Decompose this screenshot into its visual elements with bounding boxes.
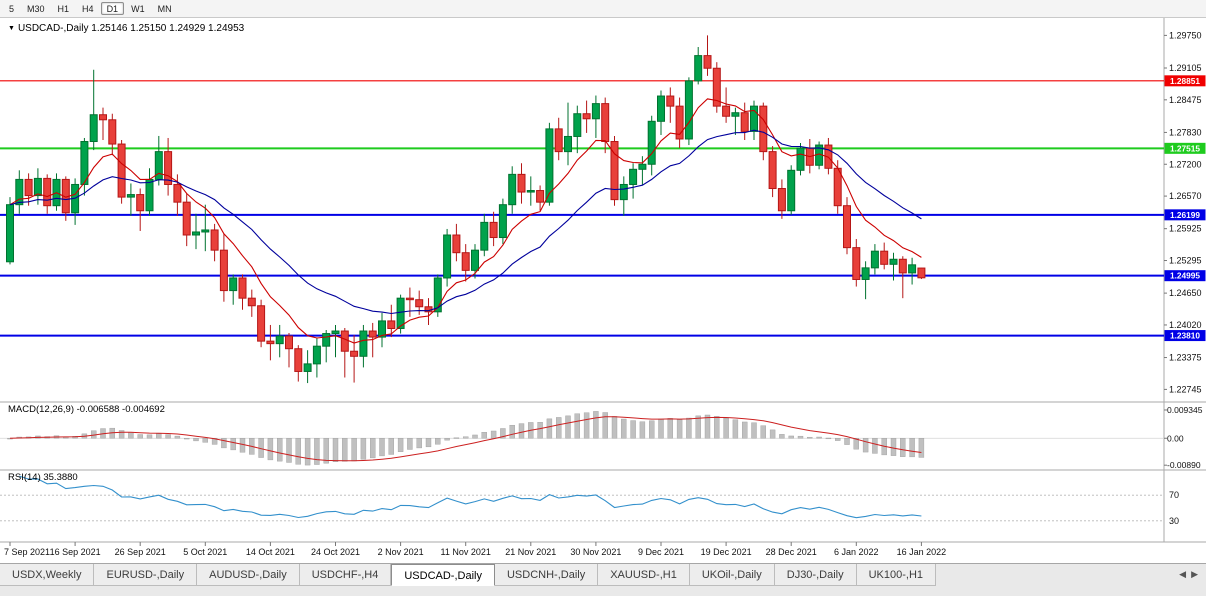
time-axis-labels: 7 Sep 2021 16 Sep 2021 26 Sep 2021 5 Oct 20… [4,542,946,557]
tab-ukoil-daily[interactable]: UKOil-,Daily [689,564,775,586]
timeframe-button-w1[interactable]: W1 [131,4,145,14]
tab-audusd-daily[interactable]: AUDUSD-,Daily [197,564,300,586]
svg-text:0.00: 0.00 [1167,433,1184,443]
price-level-line: 1.28851 [0,75,1206,87]
ma-line-fast [9,98,922,344]
rsi-line [19,475,922,519]
svg-text:11 Nov 2021: 11 Nov 2021 [441,547,491,557]
svg-text:5 Oct 2021: 5 Oct 2021 [183,547,227,557]
svg-text:1.22745: 1.22745 [1169,384,1202,394]
svg-text:1.24995: 1.24995 [1170,271,1200,281]
svg-text:1.26199: 1.26199 [1170,210,1200,220]
svg-text:1.23375: 1.23375 [1169,353,1202,363]
svg-text:1.25295: 1.25295 [1169,256,1202,266]
tab-usdcnh-daily[interactable]: USDCNH-,Daily [494,564,599,586]
tab-xauusd-h1[interactable]: XAUUSD-,H1 [598,564,690,586]
chart-tab-bar: USDX,Weekly EURUSD-,Daily AUDUSD-,Daily USD… [0,563,1206,596]
svg-text:1.23810: 1.23810 [1170,331,1200,341]
svg-text:1.27515: 1.27515 [1170,143,1200,153]
svg-text:28 Dec 2021: 28 Dec 2021 [766,547,817,557]
svg-text:26 Sep 2021: 26 Sep 2021 [115,547,166,557]
chart-tabs: USDX,Weekly EURUSD-,Daily AUDUSD-,Daily USD… [0,564,937,586]
svg-text:30: 30 [1169,516,1179,526]
tab-scroll-controls: ◀ ▶ [1179,564,1206,580]
svg-text:1.29750: 1.29750 [1169,30,1202,40]
tab-usdchf-h4[interactable]: USDCHF-,H4 [299,564,392,586]
svg-text:1.26570: 1.26570 [1169,191,1202,201]
svg-text:14 Oct 2021: 14 Oct 2021 [246,547,295,557]
svg-text:30 Nov 2021: 30 Nov 2021 [570,547,621,557]
timeframe-button-d1[interactable]: D1 [100,2,125,15]
svg-text:1.28851: 1.28851 [1170,76,1200,86]
timeframe-button-5[interactable]: 5 [9,4,15,14]
svg-text:1.27830: 1.27830 [1169,127,1202,137]
price-level-line: 1.24995 [0,270,1206,282]
svg-text:0.009345: 0.009345 [1167,405,1203,415]
price-level-line: 1.26199 [0,209,1206,221]
candles-layer [6,35,926,384]
svg-text:19 Dec 2021: 19 Dec 2021 [701,547,752,557]
ma-line-slow [9,129,922,315]
pane-separators [0,18,1206,543]
svg-text:21 Nov 2021: 21 Nov 2021 [505,547,556,557]
macd-histogram [0,411,1164,466]
tab-scroll-left-icon[interactable]: ◀ [1179,569,1187,579]
svg-text:16 Sep 2021: 16 Sep 2021 [50,547,101,557]
price-level-line: 1.23810 [0,330,1206,342]
timeframe-button-h4[interactable]: H4 [82,4,94,14]
macd-axis-labels: 0.009345 0.00 -0.00890 [1164,405,1203,470]
timeframe-button-m30[interactable]: M30 [27,4,45,14]
tab-uk100-h1[interactable]: UK100-,H1 [856,564,937,586]
svg-text:6 Jan 2022: 6 Jan 2022 [834,547,879,557]
svg-text:1.24020: 1.24020 [1169,320,1202,330]
timeframe-button-mn[interactable]: MN [157,4,172,14]
tab-usdx-weekly[interactable]: USDX,Weekly [0,564,95,586]
svg-text:1.27200: 1.27200 [1169,159,1202,169]
svg-text:16 Jan 2022: 16 Jan 2022 [897,547,947,557]
svg-text:7 Sep 2021: 7 Sep 2021 [4,547,50,557]
price-axis-labels: 1.29750 1.29105 1.28475 1.27830 1.27200 1.265… [1164,30,1202,394]
macd-signal-line [9,416,922,462]
svg-text:1.24650: 1.24650 [1169,288,1202,298]
timeframe-button-h1[interactable]: H1 [57,4,70,14]
svg-text:1.28475: 1.28475 [1169,95,1202,105]
tab-usdcad-daily[interactable]: USDCAD-,Daily [391,564,495,586]
svg-text:9 Dec 2021: 9 Dec 2021 [638,547,684,557]
tab-eurusd-daily[interactable]: EURUSD-,Daily [94,564,198,586]
timeframe-toolbar: 5 M30 H1 H4 D1 W1 MN [0,0,1206,18]
svg-text:1.25925: 1.25925 [1169,224,1202,234]
svg-text:24 Oct 2021: 24 Oct 2021 [311,547,360,557]
tab-scroll-right-icon[interactable]: ▶ [1191,569,1198,579]
svg-text:2 Nov 2021: 2 Nov 2021 [378,547,424,557]
price-level-line: 1.27515 [0,142,1206,154]
svg-text:70: 70 [1169,490,1179,500]
tab-dj30-daily[interactable]: DJ30-,Daily [774,564,857,586]
svg-text:-0.00890: -0.00890 [1167,460,1201,470]
svg-text:1.29105: 1.29105 [1169,63,1202,73]
